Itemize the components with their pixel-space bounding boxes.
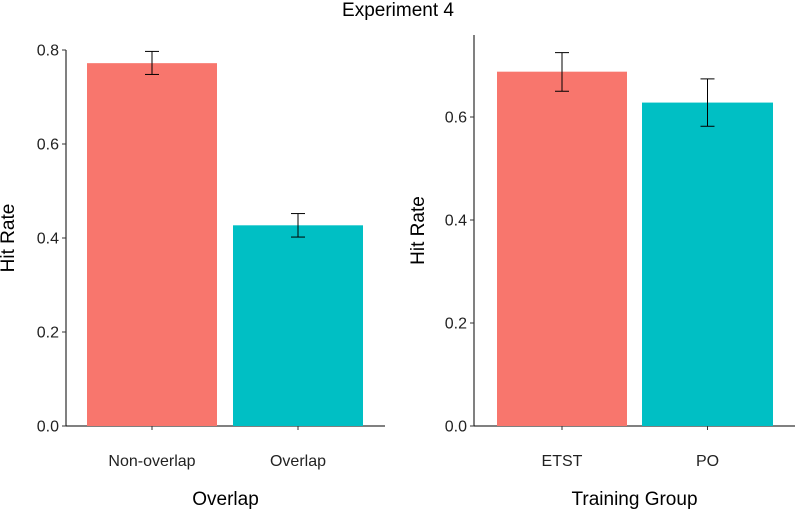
y-tick-label: 0.6 [445,110,467,127]
y-axis-title: Hit Rate [408,196,429,265]
panel-training-group: 0.0 0.2 0.4 0.6 ETST PO Training Group Hit Rate [408,35,795,510]
panel-overlap: 0.0 0.2 0.4 0.6 0.8 Non-overlap Overlap Overlap… [0,43,385,510]
x-axis-title: Training Group [571,489,697,510]
y-axis-title: Hit Rate [0,204,19,273]
bar-overlap [233,225,363,426]
y-tick-label: 0.4 [445,213,467,230]
x-tick-label: Overlap [270,453,326,470]
x-axis-title: Overlap [192,489,259,510]
y-tick-label: 0.2 [445,316,467,333]
bar-etst [497,71,627,427]
y-tick-label: 0.0 [445,419,467,436]
y-tick-label: 0.0 [37,419,59,436]
figure-title: Experiment 4 [342,0,454,21]
y-tick-label: 0.8 [37,43,59,60]
bar-po [642,102,773,426]
x-tick-label: Non-overlap [108,453,195,470]
y-tick-label: 0.6 [37,137,59,154]
y-tick-label: 0.4 [37,231,59,248]
y-tick-label: 0.2 [37,325,59,342]
x-tick-label: ETST [542,453,583,470]
x-tick-label: PO [696,453,719,470]
bar-non-overlap [87,63,217,426]
